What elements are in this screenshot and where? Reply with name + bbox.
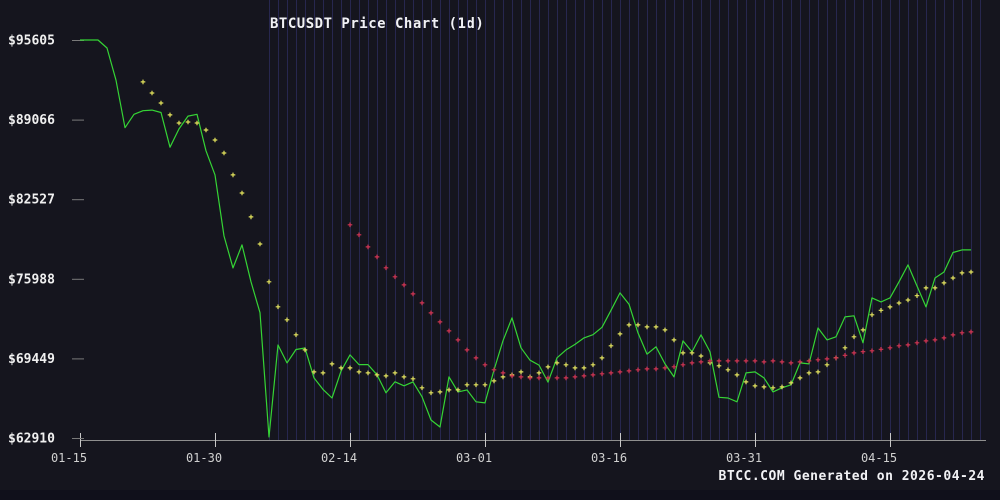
y-axis-label: $95605 xyxy=(8,34,55,49)
x-axis-label: 01-15 xyxy=(51,451,87,465)
y-axis-label: $82527 xyxy=(8,193,55,208)
watermark: BTCC.COM Generated on 2026-04-24 xyxy=(718,469,985,484)
x-axis-label: 02-14 xyxy=(321,451,357,465)
x-axis-label: 03-31 xyxy=(726,451,762,465)
x-axis-label: 03-01 xyxy=(456,451,492,465)
bottom-strip xyxy=(0,490,1000,500)
y-axis-label: $62910 xyxy=(8,432,55,447)
x-axis-label: 01-30 xyxy=(186,451,222,465)
y-axis-label: $69449 xyxy=(8,352,55,367)
x-axis-label: 03-16 xyxy=(591,451,627,465)
gridlines-vertical xyxy=(269,0,981,440)
price-line-series xyxy=(80,39,971,438)
x-axis-label: 04-15 xyxy=(861,451,897,465)
y-axis-label: $89066 xyxy=(8,113,55,128)
ma-slow-dot-series xyxy=(347,222,974,381)
y-axis-label: $75988 xyxy=(8,272,55,287)
